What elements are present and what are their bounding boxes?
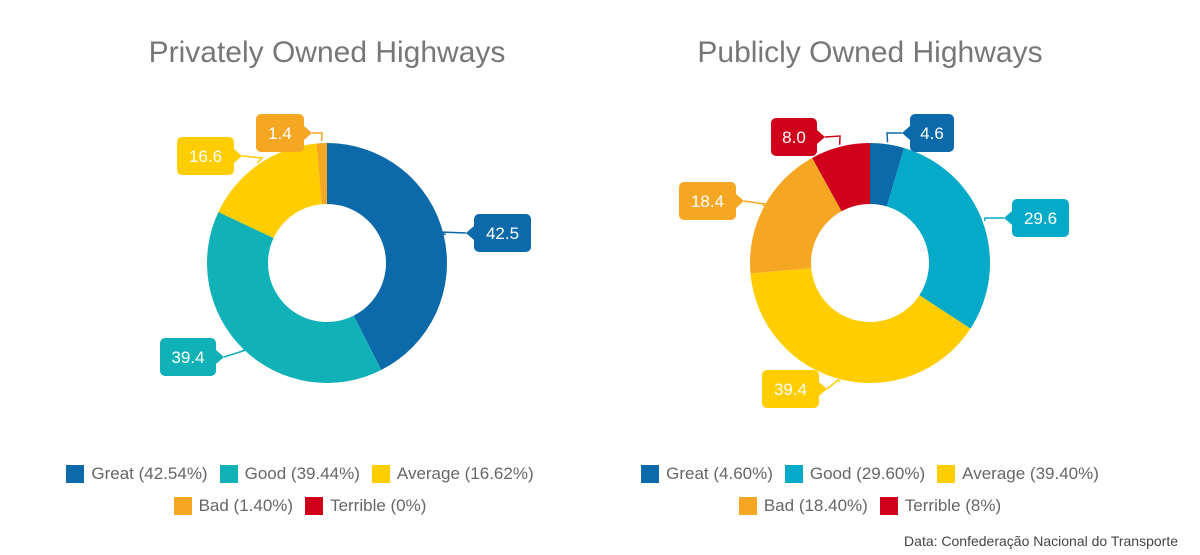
slice-terrible[interactable] [812,143,870,212]
slice-good[interactable] [886,147,990,329]
legend-label: Great (4.60%) [666,464,773,483]
data-label-pointer-average [819,382,827,396]
legend-label: Bad (1.40%) [198,496,294,515]
legend-label: Great (42.54%) [91,464,208,483]
legend-swatch-average [937,465,956,483]
legend-label: Good (39.44%) [244,464,360,483]
legend-private-row-2: Bad (1.40%) Terrible (0%) [0,496,600,516]
label-leader-good [983,217,1004,222]
data-label-good: 29.6 [1024,209,1057,228]
data-label-pointer-bad [736,194,744,208]
data-label-box-bad [256,114,304,152]
chart-title-private: Privately Owned Highways [149,36,506,69]
legend-swatch-bad [173,497,192,515]
legend-item-terrible[interactable]: Terrible (0%) [305,496,426,516]
data-label-great: 4.6 [920,124,944,143]
data-label-average: 16.6 [189,147,222,166]
legend-item-great[interactable]: Great (4.60%) [641,464,773,484]
data-label-bad: 1.4 [268,124,292,143]
data-label-pointer-great [466,226,474,240]
donut-chart-private: 42.5 39.4 16.6 1.4 [160,114,531,384]
slice-bad[interactable] [316,143,327,205]
legend-swatch-good [219,465,238,483]
legend-item-great[interactable]: Great (42.54%) [66,464,208,484]
label-leader-average [826,379,841,390]
data-label-pointer-good [1004,211,1012,225]
data-label-box-great [910,114,954,152]
data-label-box-average [177,137,234,175]
legend-label: Average (39.40%) [962,464,1099,483]
data-label-pointer-terrible [817,130,825,144]
legend-public-row-1: Great (4.60%) Good (29.60%) Average (39.… [570,464,1170,484]
data-label-pointer-great [902,126,910,140]
slice-good[interactable] [206,212,382,384]
slice-great[interactable] [870,143,905,207]
legend-item-terrible[interactable]: Terrible (8%) [879,496,1002,516]
legend-swatch-good [784,465,803,483]
data-label-box-good [160,338,216,376]
legend-item-average[interactable]: Average (39.40%) [937,464,1099,484]
donut-chart-public: 4.6 29.6 39.4 18.4 8.0 [679,114,1069,408]
data-label-box-terrible [771,118,817,156]
data-label-box-great [474,214,531,252]
legend-item-good[interactable]: Good (29.60%) [784,464,926,484]
legend-swatch-terrible [305,497,324,515]
data-label-great: 42.5 [486,224,519,243]
legend-label: Good (29.60%) [809,464,926,483]
data-label-pointer-average [234,149,242,163]
data-label-bad: 18.4 [691,192,724,211]
data-label-box-bad [679,182,736,220]
legend-swatch-average [371,465,390,483]
legend-item-average[interactable]: Average (16.62%) [371,464,534,484]
label-leader-bad [743,200,768,207]
data-label-pointer-good [216,350,224,364]
data-label-box-good [1012,199,1069,237]
label-leader-good [223,349,247,358]
source-note: Data: Confederação Nacional do Transport… [904,533,1178,549]
label-leader-terrible [824,135,841,145]
data-label-average: 39.4 [774,380,807,399]
legend-label: Bad (18.40%) [763,496,868,515]
slice-average[interactable] [218,143,322,238]
label-leader-great [439,231,467,236]
legend-swatch-great [66,465,85,483]
legend-swatch-terrible [879,497,898,515]
slice-great[interactable] [327,143,448,371]
legend-swatch-great [641,465,660,483]
legend-label: Terrible (0%) [330,496,427,515]
data-label-good: 39.4 [171,348,204,367]
legend-label: Terrible (8%) [904,496,1002,515]
data-label-box-average [762,370,819,408]
label-leader-great [886,132,902,143]
legend-private-row-1: Great (42.54%) Good (39.44%) Average (16… [0,464,600,484]
label-leader-bad [312,132,323,142]
data-label-pointer-bad [304,126,312,140]
slice-average[interactable] [750,268,971,384]
legend-public-row-2: Bad (18.40%) Terrible (8%) [570,496,1170,516]
legend-item-bad[interactable]: Bad (1.40%) [173,496,294,516]
slice-bad[interactable] [750,157,842,274]
data-label-terrible: 8.0 [782,128,806,147]
legend-item-good[interactable]: Good (39.44%) [219,464,360,484]
chart-title-public: Publicly Owned Highways [697,36,1042,69]
legend-label: Average (16.62%) [396,464,534,483]
legend-item-bad[interactable]: Bad (18.40%) [738,496,868,516]
legend-swatch-bad [738,497,757,515]
label-leader-average [241,155,264,164]
